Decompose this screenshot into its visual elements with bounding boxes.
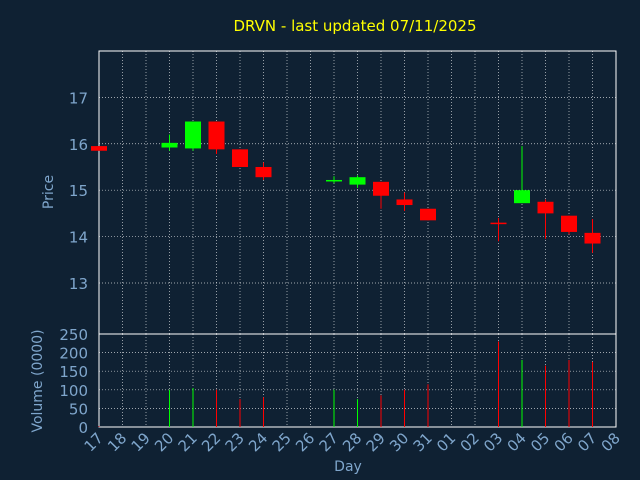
candle-body bbox=[161, 142, 178, 148]
day-tick-label: 27 bbox=[316, 429, 342, 455]
price-panel: 13 14 15 16 17 bbox=[69, 50, 617, 335]
volume-tick-label: 100 bbox=[59, 382, 88, 400]
candle-body bbox=[255, 166, 272, 178]
candle-body bbox=[208, 121, 225, 150]
volume-tick-label: 200 bbox=[59, 345, 88, 363]
price-tick-label: 14 bbox=[69, 229, 88, 247]
day-tick-label: 04 bbox=[504, 429, 530, 455]
day-tick-label: 29 bbox=[363, 429, 389, 455]
candle-body bbox=[514, 190, 530, 204]
day-tick-label: 23 bbox=[222, 429, 248, 455]
day-tick-label: 20 bbox=[151, 429, 177, 455]
day-tick-label: 03 bbox=[480, 429, 506, 455]
day-axis-label: Day bbox=[334, 459, 362, 475]
day-tick-label: 24 bbox=[245, 429, 271, 455]
candle-body bbox=[584, 232, 601, 244]
day-tick-label: 02 bbox=[457, 429, 483, 455]
candle-body bbox=[396, 199, 413, 206]
candle-body bbox=[185, 121, 201, 149]
day-tick-label: 18 bbox=[104, 429, 130, 455]
volume-axis-label: Volume (0000) bbox=[30, 329, 46, 432]
volume-tick-label: 0 bbox=[78, 419, 88, 437]
day-tick-label: 25 bbox=[269, 429, 295, 455]
price-tick-label: 13 bbox=[69, 275, 88, 293]
day-tick-label: 08 bbox=[598, 429, 624, 455]
candle-body bbox=[349, 177, 366, 185]
day-tick-label: 28 bbox=[339, 429, 365, 455]
day-tick-label: 31 bbox=[410, 429, 436, 455]
candle-body bbox=[232, 149, 248, 167]
volume-tick-label: 50 bbox=[69, 400, 88, 418]
day-tick-label: 21 bbox=[175, 429, 201, 455]
day-tick-label: 30 bbox=[386, 429, 412, 455]
candle-body bbox=[373, 181, 389, 196]
price-tick-label: 17 bbox=[69, 89, 88, 107]
volume-tick-label: 150 bbox=[59, 363, 88, 381]
day-tick-label: 26 bbox=[292, 429, 318, 455]
candle-body bbox=[490, 222, 507, 225]
chart-title: DRVN - last updated 07/11/2025 bbox=[233, 17, 476, 35]
price-tick-label: 16 bbox=[69, 136, 88, 154]
candle-body bbox=[561, 215, 577, 232]
price-axis-label: Price bbox=[41, 175, 57, 209]
day-tick-label: 19 bbox=[128, 429, 154, 455]
day-axis: 1718192021222324252627282930310102030405… bbox=[81, 429, 624, 455]
day-tick-label: 22 bbox=[198, 429, 224, 455]
day-tick-label: 07 bbox=[574, 429, 600, 455]
candle-body bbox=[326, 179, 342, 182]
volume-tick-label: 250 bbox=[59, 326, 88, 344]
candle-body bbox=[91, 146, 107, 151]
candle-body bbox=[537, 201, 554, 214]
candle-body bbox=[420, 208, 436, 221]
day-tick-label: 06 bbox=[551, 429, 577, 455]
price-tick-label: 15 bbox=[69, 182, 88, 200]
day-tick-label: 01 bbox=[433, 429, 459, 455]
day-tick-label: 05 bbox=[527, 429, 553, 455]
